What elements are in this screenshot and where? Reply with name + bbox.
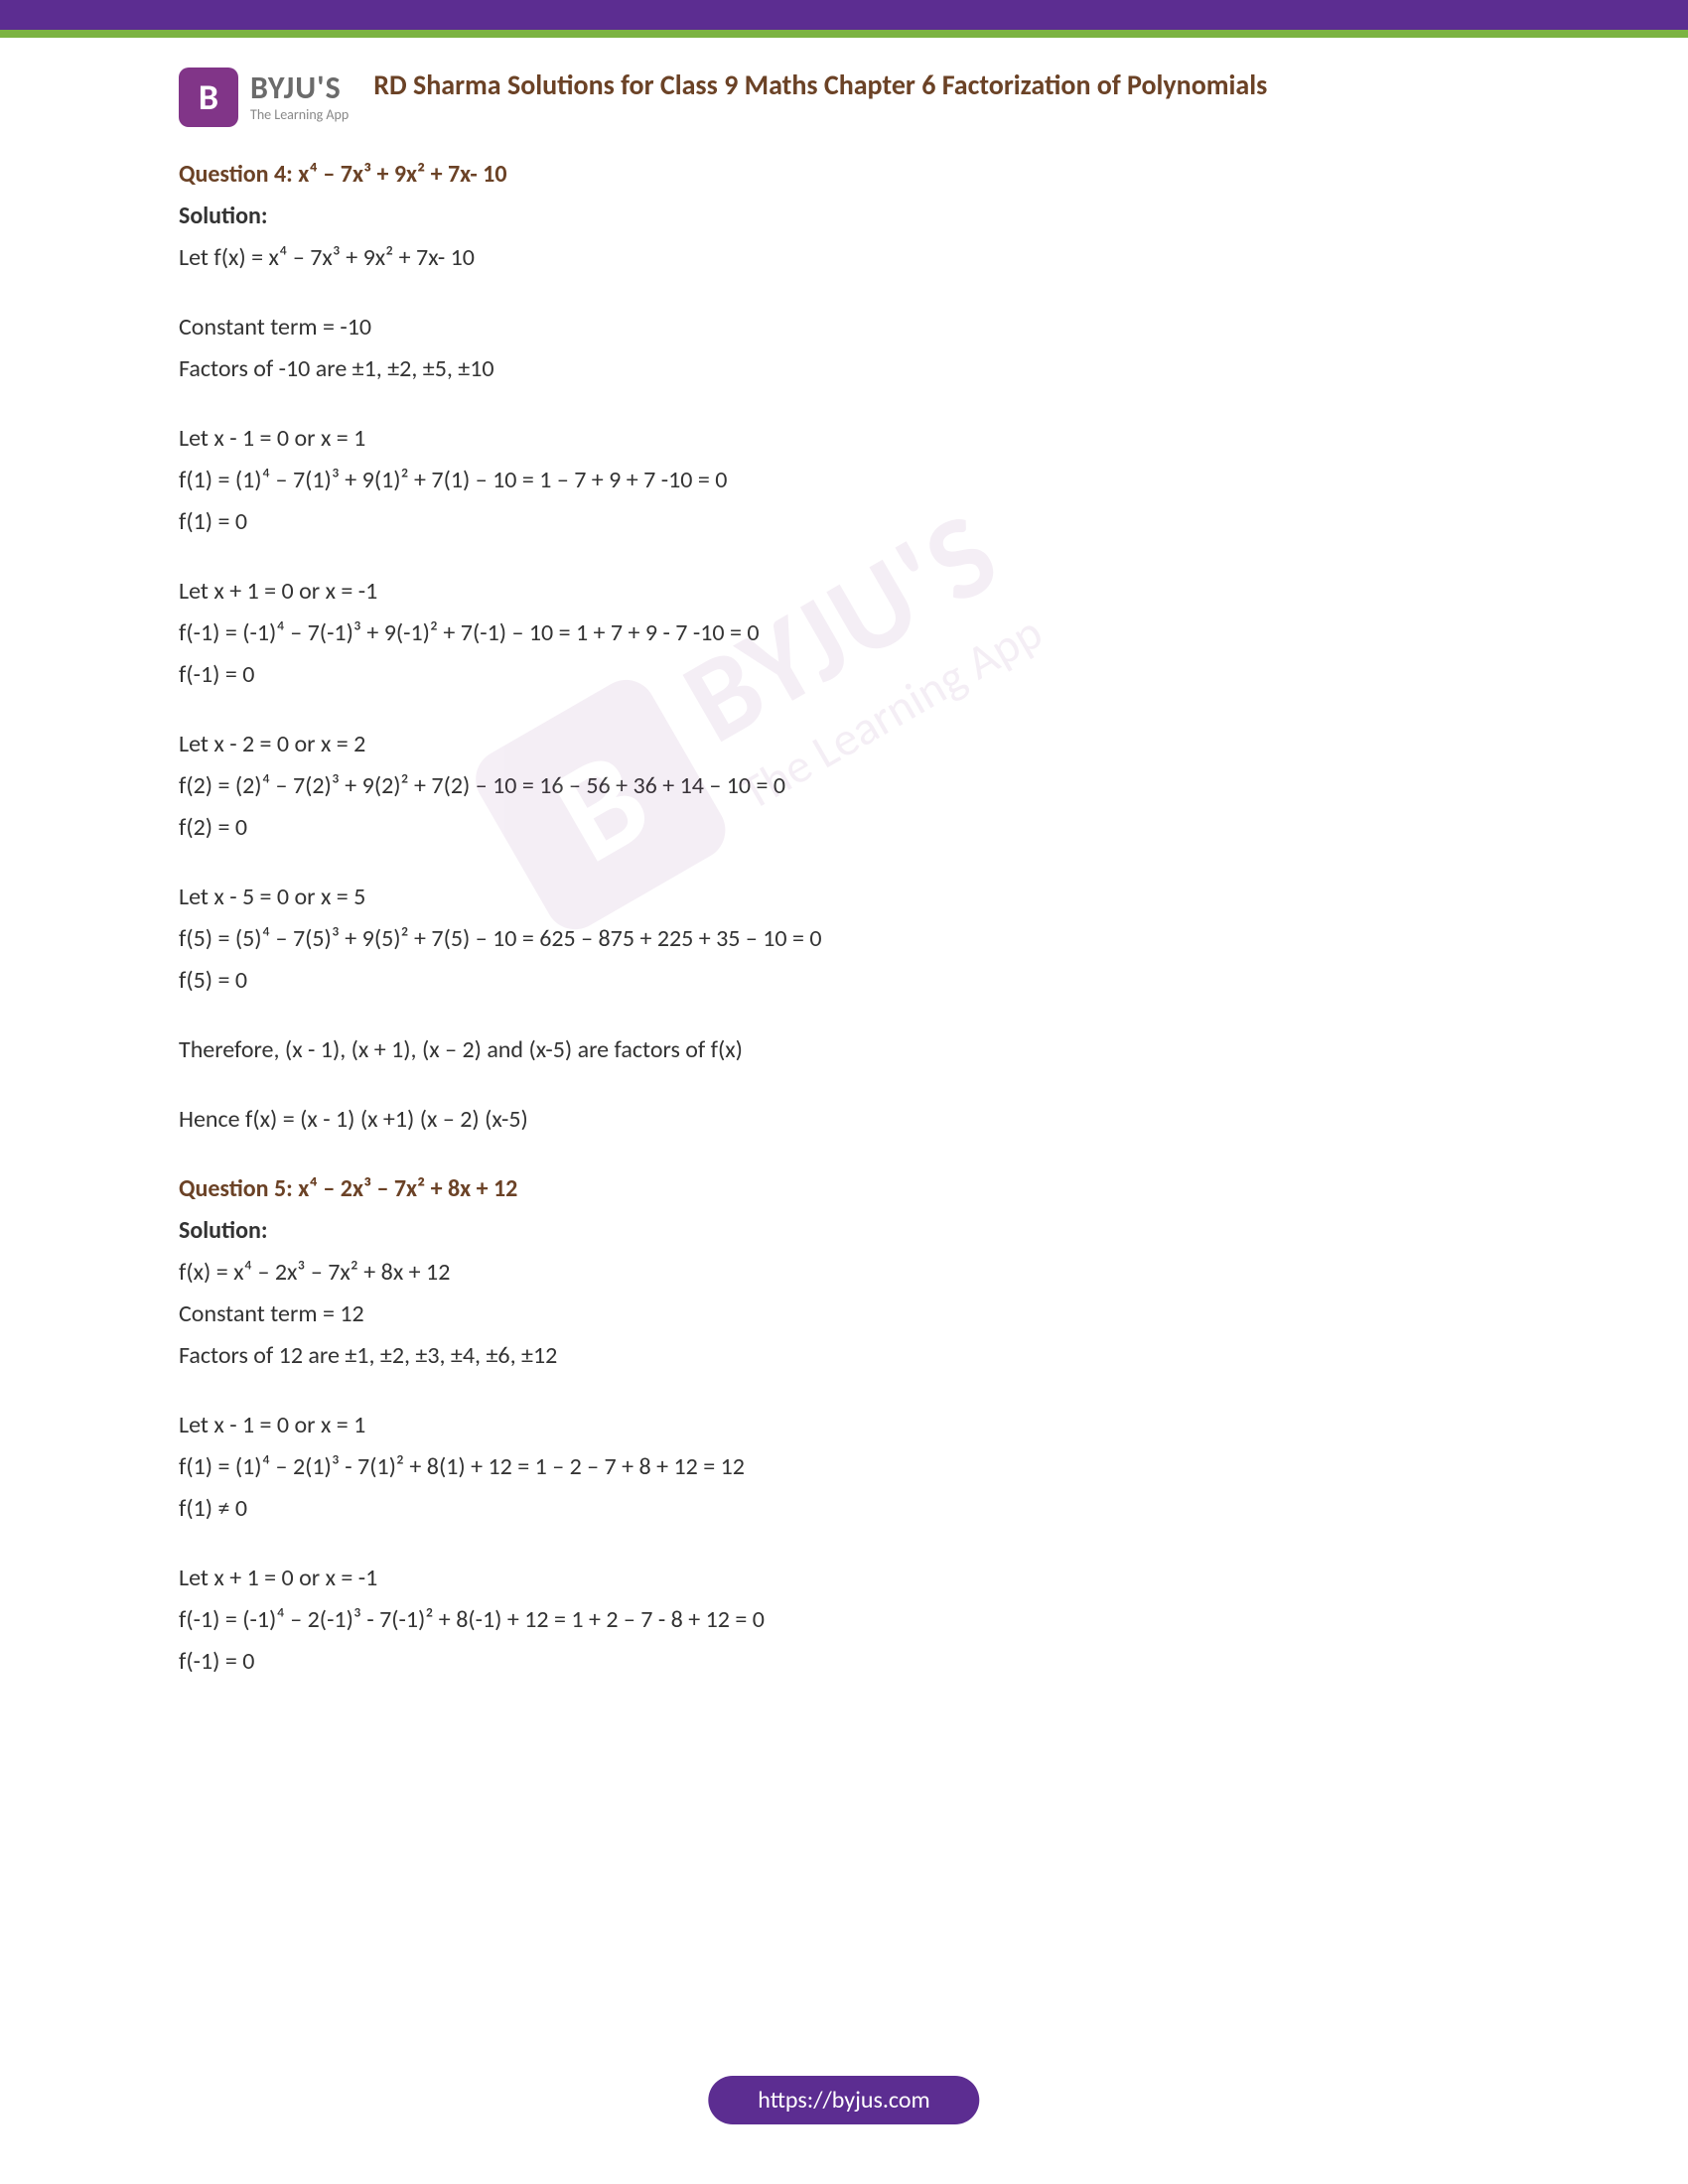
body-content: Question 4: x⁴ – 7x³ + 9x² + 7x- 10 Solu… — [179, 157, 1509, 1680]
logo-name: BYJU'S — [250, 72, 349, 104]
q4-line: Let x - 5 = 0 or x = 5 — [179, 880, 1509, 915]
q4-line: f(1) = 0 — [179, 504, 1509, 540]
q5-line: Let x + 1 = 0 or x = -1 — [179, 1561, 1509, 1596]
q4-line: Factors of -10 are ±1, ±2, ±5, ±10 — [179, 351, 1509, 387]
q4-line: f(2) = (2)⁴ – 7(2)³ + 9(2)² + 7(2) – 10 … — [179, 768, 1509, 804]
q5-line: f(x) = x⁴ – 2x³ – 7x² + 8x + 12 — [179, 1255, 1509, 1291]
q4-line: f(2) = 0 — [179, 810, 1509, 846]
q4-line: Hence f(x) = (x - 1) (x +1) (x – 2) (x-5… — [179, 1102, 1509, 1138]
logo-icon: B — [179, 68, 238, 127]
page-title: RD Sharma Solutions for Class 9 Maths Ch… — [373, 68, 1509, 103]
q4-line: Let f(x) = x⁴ – 7x³ + 9x² + 7x- 10 — [179, 240, 1509, 276]
q5-line: Constant term = 12 — [179, 1297, 1509, 1332]
footer-url[interactable]: https://byjus.com — [708, 2076, 979, 2124]
q5-solution-label: Solution: — [179, 1213, 1509, 1249]
q5-line: Let x - 1 = 0 or x = 1 — [179, 1408, 1509, 1443]
content-area: B BYJU'S The Learning App B BYJU'S The L… — [0, 38, 1688, 1680]
q4-heading: Question 4: x⁴ – 7x³ + 9x² + 7x- 10 — [179, 157, 1509, 193]
q4-line: Let x - 1 = 0 or x = 1 — [179, 421, 1509, 457]
q4-line: f(5) = (5)⁴ – 7(5)³ + 9(5)² + 7(5) – 10 … — [179, 921, 1509, 957]
q4-line: f(5) = 0 — [179, 963, 1509, 999]
green-bar — [0, 30, 1688, 38]
q4-line: Let x - 2 = 0 or x = 2 — [179, 727, 1509, 762]
logo-tagline: The Learning App — [250, 106, 349, 123]
q4-line: f(1) = (1)⁴ – 7(1)³ + 9(1)² + 7(1) – 10 … — [179, 463, 1509, 498]
q4-line: Therefore, (x - 1), (x + 1), (x – 2) and… — [179, 1032, 1509, 1068]
q4-line: Let x + 1 = 0 or x = -1 — [179, 574, 1509, 610]
header: B BYJU'S The Learning App RD Sharma Solu… — [179, 68, 1509, 127]
q5-line: f(-1) = 0 — [179, 1644, 1509, 1680]
q4-solution-label: Solution: — [179, 199, 1509, 234]
q5-line: f(-1) = (-1)⁴ – 2(-1)³ - 7(-1)² + 8(-1) … — [179, 1602, 1509, 1638]
q5-line: f(1) = (1)⁴ – 2(1)³ - 7(1)² + 8(1) + 12 … — [179, 1449, 1509, 1485]
logo-text-block: BYJU'S The Learning App — [250, 72, 349, 123]
q5-heading: Question 5: x⁴ – 2x³ – 7x² + 8x + 12 — [179, 1171, 1509, 1207]
top-bar — [0, 0, 1688, 30]
q4-line: Constant term = -10 — [179, 310, 1509, 345]
logo: B BYJU'S The Learning App — [179, 68, 349, 127]
q4-line: f(-1) = (-1)⁴ – 7(-1)³ + 9(-1)² + 7(-1) … — [179, 615, 1509, 651]
q5-line: f(1) ≠ 0 — [179, 1491, 1509, 1527]
q5-line: Factors of 12 are ±1, ±2, ±3, ±4, ±6, ±1… — [179, 1338, 1509, 1374]
q4-line: f(-1) = 0 — [179, 657, 1509, 693]
